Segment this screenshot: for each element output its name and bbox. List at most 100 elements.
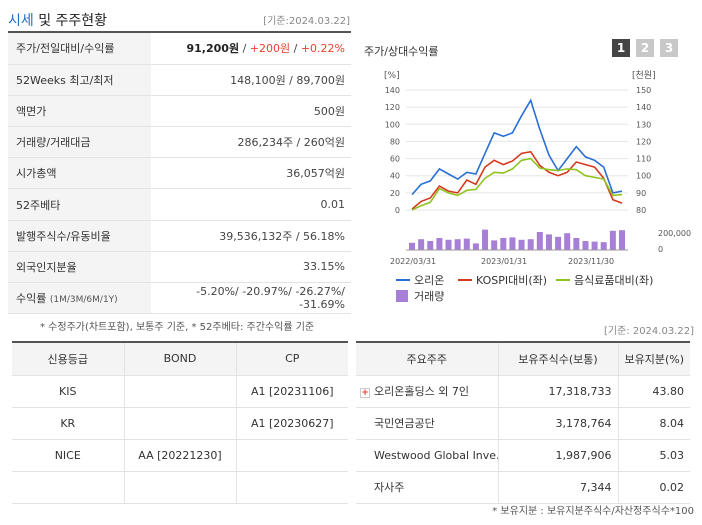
table-row: 수익률 (1M/3M/6M/1Y) -5.20%/ -20.97%/ -26.27… (8, 282, 351, 315)
chart-title: 주가/상대수익률 (364, 45, 439, 58)
legend-volume: 거래량 (414, 290, 444, 303)
left-tick-label: 60 (390, 155, 400, 164)
left-tick-label: 40 (390, 172, 400, 181)
series-line-kospi (411, 150, 623, 210)
volume-bar (609, 230, 616, 250)
table-row: 거래량/거래대금 286,234주 / 260억원 (8, 126, 351, 159)
volume-bar (482, 229, 489, 250)
volume-bar (582, 241, 589, 250)
volume-bar (619, 230, 625, 250)
table-row: 액면가 500원 (8, 95, 351, 128)
table-row: Westwood Global Inve… 1,987,906 5.03 (356, 439, 690, 472)
credit-rating-table: 신용등급 BOND CP KIS A1 [20231106] KR A1 [202306… (12, 343, 348, 504)
table-row: 52Weeks 최고/최저 148,100원 / 89,700원 (8, 64, 351, 96)
base-date-2: [기준: 2024.03.22] (603, 326, 694, 337)
vol-tick-bottom: 0 (658, 245, 663, 254)
table-row: 52주베타 0.01 (8, 188, 351, 221)
x-label-3: 2023/11/30 (568, 257, 614, 266)
table-row (12, 471, 348, 504)
volume-bar (518, 239, 525, 250)
table-row: 발행주식수/유동비율 39,536,132주 / 56.18% (8, 220, 351, 252)
divider (356, 341, 690, 343)
expand-icon[interactable]: + (360, 388, 370, 398)
volume-bar (564, 233, 571, 250)
volume-bar (463, 238, 470, 250)
series-line-food (411, 157, 623, 211)
left-tick-label: 0 (395, 206, 400, 215)
holder-link[interactable]: 오리온홀딩스 외 7인 (374, 385, 469, 398)
volume-bar (491, 240, 498, 250)
price-change: +200원 (249, 42, 291, 56)
volume-bar (555, 236, 562, 250)
base-date: [기준:2024.03.22] (263, 16, 350, 27)
left-unit: [%] (384, 71, 400, 81)
volume-bar (418, 239, 425, 250)
legend-food: 음식료품대비(좌) (574, 274, 653, 287)
table-header: 신용등급 BOND CP (12, 343, 348, 376)
chart-tab-1[interactable]: 1 (612, 39, 630, 57)
left-axis-ticks: 140 120 100 80 60 40 20 0 (385, 86, 400, 215)
right-axis-ticks: 150 140 130 120 110 100 90 80 (636, 86, 651, 215)
table-row: KIS A1 [20231106] (12, 375, 348, 408)
right-tick-label: 110 (636, 155, 651, 164)
right-tick-label: 140 (636, 103, 651, 112)
left-tick-label: 80 (390, 137, 400, 146)
volume-bar (436, 238, 443, 250)
volume-bar (591, 241, 598, 250)
volume-bar (536, 232, 543, 250)
volume-bar (500, 238, 507, 250)
x-label-2: 2023/01/31 (481, 257, 527, 266)
left-tick-label: 20 (390, 189, 400, 198)
table-row: 시가총액 36,057억원 (8, 157, 351, 190)
footnote-2: * 보유지분 : 보유지분주식수/자산정주식수*100 (492, 506, 694, 517)
footnote: * 수정주가(차트포함), 보통주 기준, * 52주베타: 주간수익률 기준 (40, 322, 315, 333)
table-row: 국민연금공단 3,178,764 8.04 (356, 407, 690, 440)
volume-bar (509, 237, 516, 250)
volume-bar (409, 242, 415, 250)
volume-bar (545, 234, 552, 250)
right-unit: [천원] (632, 70, 656, 81)
chart-tabs: 1 2 3 (612, 39, 678, 57)
section-title: 시세 및 주주현황 (8, 13, 108, 29)
table-row: 주가/전일대비/수익률 91,200원 / +200원 / +0.22% (8, 33, 351, 65)
left-tick-label: 140 (385, 86, 400, 95)
right-tick-label: 90 (636, 189, 646, 198)
table-row: 자사주 7,344 0.02 (356, 471, 690, 504)
price-info-table: 주가/전일대비/수익률 91,200원 / +200원 / +0.22% 52W… (8, 33, 351, 315)
table-header: 주요주주 보유주식수(보통) 보유지분(%) (356, 343, 690, 376)
left-tick-label: 100 (385, 120, 400, 129)
stock-chart: [%] [천원] 140 120 100 80 60 40 20 0 150 140 130 120… (384, 70, 691, 303)
right-tick-label: 100 (636, 172, 651, 181)
volume-bar (427, 241, 434, 250)
volume-bar (600, 242, 607, 250)
grid (406, 89, 628, 211)
table-row: KR A1 [20230627] (12, 407, 348, 440)
series-line-orion (411, 98, 623, 196)
volume-bar (445, 239, 452, 250)
volume-bar (472, 243, 479, 250)
volume-bar (527, 239, 534, 250)
table-row: NICE AA [20221230] (12, 439, 348, 472)
left-tick-label: 120 (385, 103, 400, 112)
volume-bar (454, 239, 461, 250)
major-shareholders-table: 주요주주 보유주식수(보통) 보유지분(%) + 오리온홀딩스 외 7인 17,318,… (356, 343, 690, 504)
divider (12, 341, 348, 343)
right-tick-label: 150 (636, 86, 651, 95)
price-change-rate: +0.22% (300, 42, 345, 56)
current-price: 91,200원 (186, 42, 240, 56)
volume-bars (409, 229, 625, 250)
chart-tab-2[interactable]: 2 (636, 39, 654, 57)
legend-kospi: KOSPI대비(좌) (476, 274, 547, 287)
right-tick-label: 80 (636, 206, 646, 215)
volume-bar (573, 238, 580, 250)
table-row: + 오리온홀딩스 외 7인 17,318,733 43.80 (356, 375, 690, 408)
legend-volume-swatch (396, 290, 408, 302)
series-lines (411, 98, 623, 211)
divider (8, 31, 351, 33)
chart-tab-3[interactable]: 3 (660, 39, 678, 57)
right-tick-label: 120 (636, 137, 651, 146)
table-row: 외국인지분율 33.15% (8, 251, 351, 284)
vol-tick-top: 200,000 (658, 229, 691, 238)
right-tick-label: 130 (636, 120, 651, 129)
legend-orion: 오리온 (414, 274, 444, 287)
